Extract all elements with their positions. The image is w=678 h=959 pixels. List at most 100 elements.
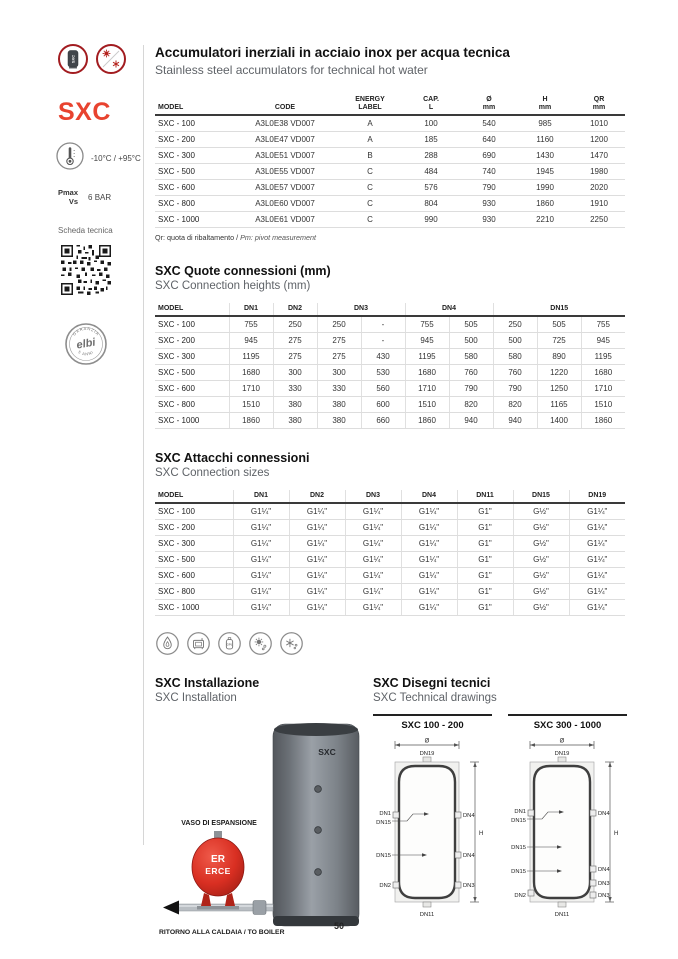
col-energy-label: ENERGY LABEL bbox=[339, 94, 401, 117]
port-label: DN4 bbox=[598, 811, 610, 817]
value-cell: G1¼" bbox=[288, 583, 345, 601]
value-cell: 820 bbox=[492, 396, 537, 414]
model-cell: SXC - 300 bbox=[155, 147, 231, 165]
value-cell: 1400 bbox=[536, 412, 581, 430]
heights-section: SXC Quote connessioni (mm) SXC Connectio… bbox=[155, 264, 625, 430]
value-cell: 2250 bbox=[573, 211, 625, 229]
value-cell: G½" bbox=[512, 599, 569, 617]
value-cell: G1" bbox=[456, 567, 513, 585]
model-cell: SXC - 500 bbox=[155, 551, 233, 569]
port-label: DN4 bbox=[598, 867, 610, 873]
value-cell: G1¼" bbox=[568, 535, 625, 553]
thermometer-icon bbox=[55, 141, 85, 176]
value-cell: 760 bbox=[492, 364, 537, 382]
value-cell: 740 bbox=[461, 163, 517, 181]
sizes-table-header: MODEL DN1 DN2 DN3 DN4 DN11 DN15 DN19 bbox=[155, 490, 625, 505]
model-cell: SXC - 100 bbox=[155, 503, 233, 521]
value-cell: 2210 bbox=[517, 211, 573, 229]
value-cell: G1¼" bbox=[288, 567, 345, 585]
dim-diameter-label: Ø bbox=[560, 739, 565, 745]
sizes-subtitle: SXC Connection sizes bbox=[155, 467, 270, 480]
biomass-stove-icon bbox=[186, 631, 211, 661]
col-code: CODE bbox=[231, 94, 339, 117]
table-row: SXC - 300 1195 275 275 430 1195 580 580 890 1195 bbox=[155, 348, 625, 366]
value-cell: A3L0E47 VD007 bbox=[231, 131, 339, 149]
drawings-section: SXC Disegni tecnici SXC Technical drawin… bbox=[367, 676, 627, 943]
value-cell: 1195 bbox=[404, 348, 449, 366]
stamp-bottom-text: 5 ANNI bbox=[77, 349, 94, 356]
value-cell: C bbox=[339, 179, 401, 197]
value-cell: G1¼" bbox=[568, 599, 625, 617]
value-cell: 755 bbox=[228, 316, 273, 334]
svg-text:5 ANNI: 5 ANNI bbox=[77, 349, 94, 356]
value-cell: 275 bbox=[316, 332, 361, 350]
value-cell: 1710 bbox=[580, 380, 625, 398]
col-dn15: DN15 bbox=[492, 303, 625, 318]
port-label: DN1 bbox=[379, 811, 391, 817]
page-subtitle: Stainless steel accumulators for technic… bbox=[155, 63, 428, 77]
value-cell: A3L0E38 VD007 bbox=[231, 115, 339, 133]
value-cell: B bbox=[339, 147, 401, 165]
value-cell: 1250 bbox=[536, 380, 581, 398]
value-cell: A3L0E60 VD007 bbox=[231, 195, 339, 213]
value-cell: C bbox=[339, 211, 401, 229]
value-cell: G1¼" bbox=[400, 599, 457, 617]
dim-height-label: H bbox=[614, 831, 618, 837]
model-cell: SXC - 500 bbox=[155, 364, 229, 382]
col-dn19: DN19 bbox=[568, 490, 625, 505]
port-label: DN15 bbox=[511, 818, 526, 824]
port-label-dn19: DN19 bbox=[555, 751, 570, 757]
table-row: SXC - 100 A3L0E38 VD007 A 100 540 985 1010 bbox=[155, 115, 625, 133]
table-row: SXC - 300 A3L0E51 VD007 B 288 690 1430 1470 bbox=[155, 147, 625, 165]
value-cell: G1" bbox=[456, 503, 513, 521]
value-cell: G1¼" bbox=[232, 535, 289, 553]
value-cell: 380 bbox=[316, 412, 361, 430]
model-cell: SXC - 600 bbox=[155, 179, 231, 197]
drawings-title: SXC Disegni tecnici bbox=[373, 676, 491, 691]
value-cell: 1710 bbox=[228, 380, 273, 398]
value-cell: 1860 bbox=[517, 195, 573, 213]
value-cell: 505 bbox=[448, 316, 493, 334]
table-row: SXC - 300 G1¼" G1¼" G1¼" G1¼" G1" G½" G1¼" bbox=[155, 535, 625, 553]
value-cell: 1680 bbox=[228, 364, 273, 382]
stamp-center-text: elbi bbox=[76, 336, 98, 351]
value-cell: - bbox=[360, 332, 405, 350]
value-cell: A3L0E57 VD007 bbox=[231, 179, 339, 197]
models-table-footnote: Qr: quota di ribaltamento / Pm: pivot me… bbox=[155, 233, 317, 243]
table-row: SXC - 200 A3L0E47 VD007 A 185 640 1160 1200 bbox=[155, 131, 625, 149]
value-cell: 1160 bbox=[517, 131, 573, 149]
col-dn4: DN4 bbox=[404, 303, 493, 318]
value-cell: G1¼" bbox=[568, 503, 625, 521]
value-cell: 580 bbox=[448, 348, 493, 366]
value-cell: G1¼" bbox=[344, 503, 401, 521]
value-cell: 804 bbox=[401, 195, 461, 213]
value-cell: A bbox=[339, 115, 401, 133]
value-cell: G1¼" bbox=[232, 599, 289, 617]
gpl-icon: GPL bbox=[217, 631, 242, 661]
value-cell: 1860 bbox=[580, 412, 625, 430]
value-cell: 820 bbox=[448, 396, 493, 414]
value-cell: 275 bbox=[272, 332, 317, 350]
expansion-vessel-label: VASO DI ESPANSIONE bbox=[181, 820, 257, 827]
port-label-dn11: DN11 bbox=[420, 912, 434, 918]
value-cell: 930 bbox=[461, 195, 517, 213]
port-label: DN4 bbox=[463, 853, 475, 859]
value-cell: G½" bbox=[512, 503, 569, 521]
value-cell: 1510 bbox=[580, 396, 625, 414]
value-cell: 930 bbox=[461, 211, 517, 229]
value-cell: 1165 bbox=[536, 396, 581, 414]
value-cell: G1" bbox=[456, 599, 513, 617]
table-row: SXC - 500 A3L0E55 VD007 C 484 740 1945 1980 bbox=[155, 163, 625, 181]
value-cell: 300 bbox=[272, 364, 317, 382]
warranty-stamp: GARANZIA 5 ANNI elbi bbox=[64, 322, 141, 371]
model-cell: SXC - 300 bbox=[155, 348, 229, 366]
value-cell: G1¼" bbox=[344, 535, 401, 553]
table-row: SXC - 1000 A3L0E61 VD007 C 990 930 2210 2250 bbox=[155, 211, 625, 229]
installation-diagram: SXC VASO DI ESPANSIONE ER ERCE bbox=[155, 712, 367, 943]
page-title: Accumulatori inerziali in acciaio inox p… bbox=[155, 45, 510, 60]
value-cell: 755 bbox=[404, 316, 449, 334]
value-cell: 1680 bbox=[580, 364, 625, 382]
col-capacity: CAP. L bbox=[401, 94, 461, 117]
